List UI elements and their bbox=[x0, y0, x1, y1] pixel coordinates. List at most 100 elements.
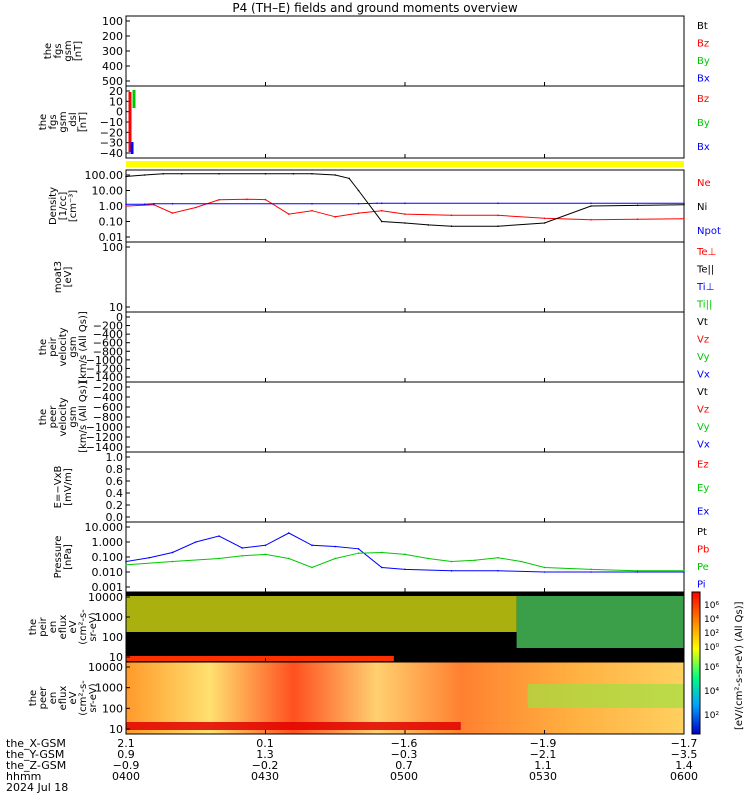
y-tick-label: 1000 bbox=[95, 611, 123, 624]
point-Pi bbox=[404, 568, 406, 571]
y-axis-label: Density bbox=[48, 187, 59, 225]
y-axis-label: _dsl bbox=[68, 112, 79, 132]
y-axis-label: eflux bbox=[58, 615, 69, 640]
panel-peir_spec: 10000 1000 100 10 the peir en eflux eV (cm²-s-sr-… bbox=[28, 591, 685, 664]
y-axis-label: gsm bbox=[58, 111, 69, 132]
panel-frame bbox=[125, 15, 685, 87]
y-tick-label: 0.6 bbox=[106, 475, 124, 488]
y-axis-label: peir bbox=[48, 336, 59, 356]
y-axis-label: gsm bbox=[68, 336, 79, 357]
legend-Bt: Bt bbox=[697, 21, 708, 32]
point-Pi bbox=[264, 544, 267, 547]
y-tick-label: 0.8 bbox=[106, 463, 124, 476]
legend-Pb: Pb bbox=[697, 544, 709, 555]
plot-title: P4 (TH–E) fields and ground moments over… bbox=[232, 1, 518, 15]
point-Pe bbox=[171, 560, 174, 563]
legend-Ni: Ni bbox=[697, 202, 707, 213]
point-Ni bbox=[497, 225, 499, 227]
legend-Te||: Te|| bbox=[696, 264, 714, 275]
footer-value: −0.2 bbox=[251, 759, 279, 772]
panel-frame bbox=[125, 241, 685, 313]
point-Ni bbox=[181, 172, 183, 175]
point-Ni bbox=[683, 203, 685, 206]
y-axis-label: eflux bbox=[58, 686, 69, 711]
y-tick-label: 0.010 bbox=[92, 566, 124, 579]
series-Pe bbox=[125, 551, 684, 572]
point-Ni bbox=[590, 205, 592, 207]
point-Ne bbox=[171, 212, 174, 214]
y-axis-label: moat3 bbox=[53, 261, 64, 293]
legend-Vx: Vx bbox=[697, 369, 710, 380]
y-axis-label: peer bbox=[48, 405, 59, 429]
footer-value: 0.1 bbox=[256, 737, 274, 750]
point-Npot bbox=[376, 202, 378, 205]
y-axis-label: peer bbox=[38, 686, 49, 710]
footer-value: −1.7 bbox=[670, 737, 698, 750]
footer-value: −0.3 bbox=[390, 748, 418, 761]
point-Pi bbox=[334, 545, 337, 548]
legend-Te⊥: Te⊥ bbox=[696, 247, 716, 258]
y-tick-label: −800 bbox=[93, 345, 123, 358]
series-Pi bbox=[125, 532, 684, 573]
y-tick-label: 100 bbox=[102, 702, 123, 715]
colorbar-tick: 10⁰ bbox=[704, 643, 719, 653]
y-axis-label: the bbox=[38, 114, 49, 130]
colorbar-tick: 10² bbox=[704, 711, 719, 721]
y-tick-label: −400 bbox=[93, 328, 123, 341]
point-Ni bbox=[143, 174, 146, 176]
colorbar-tick: 10⁶ bbox=[704, 663, 719, 673]
point-Pi bbox=[450, 570, 453, 572]
y-tick-label: 10000 bbox=[88, 591, 123, 604]
y-axis-label: peir bbox=[38, 616, 49, 636]
footer-value: 0.7 bbox=[395, 759, 413, 772]
y-tick-label: 0.2 bbox=[106, 499, 124, 512]
footer-row-label: hhmm bbox=[6, 770, 42, 783]
y-tick-label: 500 bbox=[102, 75, 123, 88]
point-Ni bbox=[543, 222, 546, 224]
y-axis-label: [mV/m] bbox=[63, 468, 74, 506]
footer-value: 0600 bbox=[670, 770, 698, 783]
point-Pi bbox=[125, 560, 127, 563]
y-axis-label: (cm²-s- bbox=[78, 609, 89, 645]
spectrogram-ion-band bbox=[126, 596, 517, 632]
point-Pi bbox=[636, 571, 639, 573]
footer-value: 0500 bbox=[390, 770, 418, 783]
y-axis-label: [eV] bbox=[63, 267, 74, 288]
point-Ni bbox=[357, 189, 360, 192]
point-Ni bbox=[404, 222, 406, 224]
point-Pe bbox=[590, 568, 592, 571]
y-tick-label: −200 bbox=[93, 381, 123, 394]
panel-frame bbox=[125, 311, 685, 383]
point-Ni bbox=[380, 220, 383, 223]
series-Ne bbox=[125, 198, 685, 221]
y-axis-label: [cm⁻³] bbox=[68, 190, 79, 222]
y-axis-label: [nT] bbox=[78, 112, 89, 132]
y-axis-label: [km/s (All Qs)] bbox=[78, 311, 89, 383]
point-Ni bbox=[292, 172, 295, 175]
panel-bar bbox=[126, 161, 684, 167]
legend-Ex: Ex bbox=[697, 506, 709, 517]
y-tick-label: 0.4 bbox=[106, 487, 124, 500]
y-tick-label: −400 bbox=[93, 391, 123, 404]
y-tick-label: 100.00 bbox=[85, 169, 124, 182]
legend-Vt: Vt bbox=[697, 317, 708, 328]
y-axis-label: E=−VxB bbox=[53, 466, 64, 509]
point-Ni bbox=[218, 172, 220, 175]
y-tick-label: 100 bbox=[102, 241, 123, 254]
point-Pe bbox=[380, 551, 383, 554]
y-tick-label: 1.00 bbox=[99, 200, 124, 213]
point-Npot bbox=[125, 203, 127, 206]
point-Pi bbox=[497, 570, 499, 572]
point-Pi bbox=[194, 541, 197, 543]
point-Pi bbox=[543, 571, 546, 573]
point-Ne bbox=[246, 198, 248, 201]
y-tick-label: 10.00 bbox=[92, 185, 124, 198]
legend-Pt: Pt bbox=[697, 527, 707, 538]
y-tick-label: 0.001 bbox=[92, 581, 124, 594]
y-tick-label: −800 bbox=[93, 411, 123, 424]
spectrogram-ion-band bbox=[516, 596, 684, 648]
point-Pi bbox=[171, 551, 174, 554]
y-tick-label: −40 bbox=[100, 147, 123, 160]
y-tick-label: −1200 bbox=[86, 431, 123, 444]
